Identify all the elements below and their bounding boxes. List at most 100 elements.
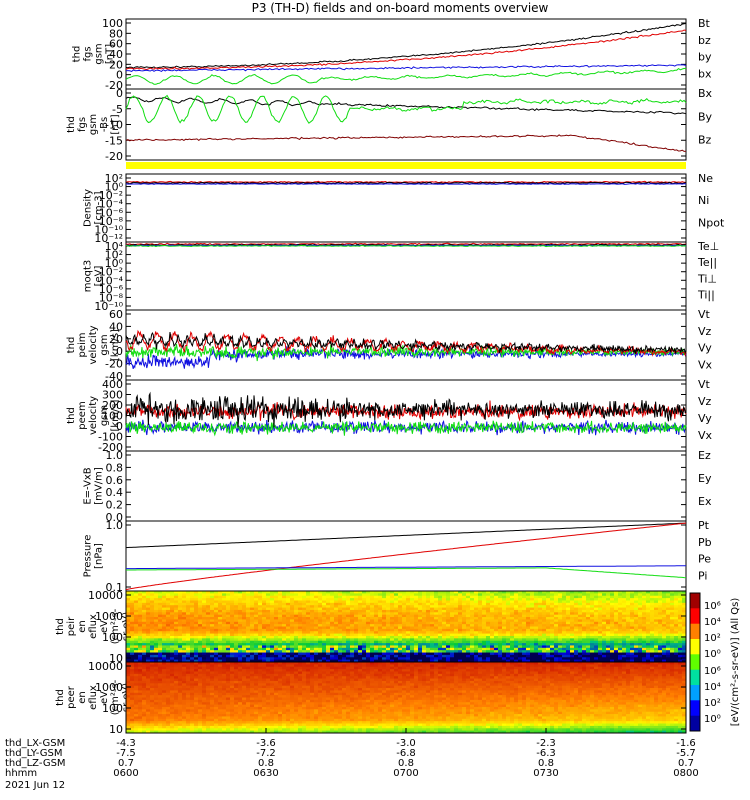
y-axis-label: gsm bbox=[94, 43, 105, 64]
series-line bbox=[125, 242, 687, 246]
y-axis-label: fgs bbox=[83, 46, 94, 61]
y-tick-label: 10⁻⁸ bbox=[99, 291, 124, 304]
y-tick-label: 100 bbox=[102, 631, 123, 644]
legend-by: By bbox=[698, 110, 713, 123]
colorbar-tick: 10⁴ bbox=[704, 617, 721, 628]
legend-bz: Bz bbox=[698, 134, 712, 147]
y-tick-label: 100 bbox=[102, 410, 123, 423]
y-axis-label: thd bbox=[66, 337, 77, 354]
y-tick-label: 10⁻⁴ bbox=[99, 274, 124, 287]
y-tick-label: 1000 bbox=[95, 610, 123, 623]
y-tick-label: 10⁻¹² bbox=[94, 232, 123, 245]
y-axis-label: peem bbox=[77, 401, 88, 429]
y-axis-label: [mV/m] bbox=[94, 467, 105, 505]
x-tick-label: 0600 bbox=[113, 768, 138, 779]
y-axis-label: fgs bbox=[77, 117, 88, 132]
y-axis-label: (cm²-s- bbox=[110, 679, 121, 715]
y-tick-label: 10² bbox=[105, 249, 123, 262]
x-tick-label: 0.7 bbox=[678, 758, 694, 769]
y-tick-label: 0 bbox=[116, 87, 123, 100]
y-axis-label: Pressure bbox=[83, 535, 94, 578]
y-tick-label: 10000 bbox=[88, 660, 123, 673]
y-tick-label: 10 bbox=[109, 652, 123, 665]
x-row-label: thd_LX-GSM bbox=[5, 738, 65, 749]
series-line bbox=[125, 94, 687, 124]
series-line bbox=[125, 244, 687, 248]
date-label: 2021 Jun 12 bbox=[5, 780, 65, 791]
y-tick-label: 60 bbox=[109, 308, 123, 321]
panel-frame bbox=[125, 241, 687, 311]
legend-ni: Ni bbox=[698, 194, 709, 207]
y-tick-label: 100 bbox=[102, 17, 123, 30]
panel-frame bbox=[125, 88, 687, 161]
legend-vz: Vz bbox=[698, 325, 712, 338]
y-tick-label: 40 bbox=[109, 320, 123, 333]
legend-pt: Pt bbox=[698, 519, 710, 532]
colorbar-tick: 10⁶ bbox=[704, 601, 721, 612]
legend-vy: Vy bbox=[698, 412, 712, 425]
y-tick-label: 1.0 bbox=[106, 519, 124, 532]
y-tick-label: 10⁻² bbox=[99, 189, 123, 202]
legend-ti||: Ti|| bbox=[697, 289, 715, 302]
y-axis-label: [km/s] bbox=[110, 399, 121, 431]
legend-bx: Bx bbox=[698, 87, 713, 100]
colorbar-label: [eV/(cm²-s-sr-eV)] (All Qs) bbox=[730, 598, 741, 727]
series-line bbox=[125, 420, 687, 437]
panel-peir: thdpeirenefluxeV(cm²-s-sr-eV)10000100010… bbox=[55, 589, 687, 665]
legend-ez: Ez bbox=[698, 449, 711, 462]
y-tick-label: 1000 bbox=[95, 681, 123, 694]
y-axis-label: eflux bbox=[88, 685, 99, 710]
series-line bbox=[125, 522, 687, 591]
y-tick-label: 20 bbox=[109, 58, 123, 71]
series-line bbox=[125, 182, 687, 185]
y-tick-label: 10⁴ bbox=[105, 240, 124, 253]
y-tick-label: 0.8 bbox=[106, 461, 124, 474]
y-axis-label: velocity bbox=[88, 325, 99, 364]
panel-frame bbox=[125, 450, 687, 522]
y-tick-label: 10000 bbox=[88, 589, 123, 602]
y-tick-label: 0.4 bbox=[106, 486, 124, 499]
y-axis-label: gsm bbox=[99, 334, 110, 355]
colorbar-tick: 10⁴ bbox=[704, 682, 721, 693]
y-tick-label: 400 bbox=[102, 378, 123, 391]
y-axis-label: peim bbox=[77, 332, 88, 357]
x-row-label: thd_LY-GSM bbox=[5, 748, 62, 759]
legend-te||: Te|| bbox=[697, 256, 717, 269]
y-axis-label: thd bbox=[66, 116, 77, 133]
series-line bbox=[125, 64, 687, 72]
y-axis-label: thd bbox=[55, 689, 66, 706]
colorbar bbox=[689, 592, 701, 732]
y-tick-label: 80 bbox=[109, 27, 123, 40]
y-tick-label: -40 bbox=[105, 370, 123, 383]
x-tick-label: 0630 bbox=[253, 768, 278, 779]
x-tick-label: -3.6 bbox=[256, 738, 276, 749]
legend-vt: Vt bbox=[698, 378, 711, 391]
y-tick-label: 10⁻⁶ bbox=[99, 206, 124, 219]
legend-ey: Ey bbox=[698, 472, 712, 485]
panel-frame bbox=[125, 18, 687, 90]
y-tick-label: 1.0 bbox=[106, 449, 124, 462]
y-tick-label: -10 bbox=[105, 119, 123, 132]
colorbar-tick: 10² bbox=[704, 633, 721, 644]
y-tick-label: 10⁻¹⁰ bbox=[94, 300, 123, 313]
series-line bbox=[126, 567, 687, 579]
y-axis-label: gsm bbox=[99, 405, 110, 426]
legend-vy: Vy bbox=[698, 342, 712, 355]
x-row-label: thd_LZ-GSM bbox=[5, 758, 66, 769]
x-tick-label: -4.3 bbox=[116, 738, 136, 749]
y-tick-label: 0 bbox=[116, 345, 123, 358]
x-tick-label: -1.6 bbox=[676, 738, 696, 749]
y-axis-label: [km/s] bbox=[110, 329, 121, 361]
colorbar-tick: 10² bbox=[704, 698, 721, 709]
y-tick-label: 200 bbox=[102, 399, 123, 412]
y-axis-label: thd bbox=[55, 618, 66, 635]
y-tick-label: 20 bbox=[109, 333, 123, 346]
panel-peem: thd peem velocity gsm [km/s] 4003002001000-10… bbox=[66, 378, 713, 454]
y-tick-label: 0 bbox=[116, 420, 123, 433]
series-line bbox=[125, 29, 687, 71]
y-axis-label: eflux bbox=[88, 614, 99, 639]
y-axis-label: gsm bbox=[88, 114, 99, 135]
series-line bbox=[126, 565, 686, 570]
